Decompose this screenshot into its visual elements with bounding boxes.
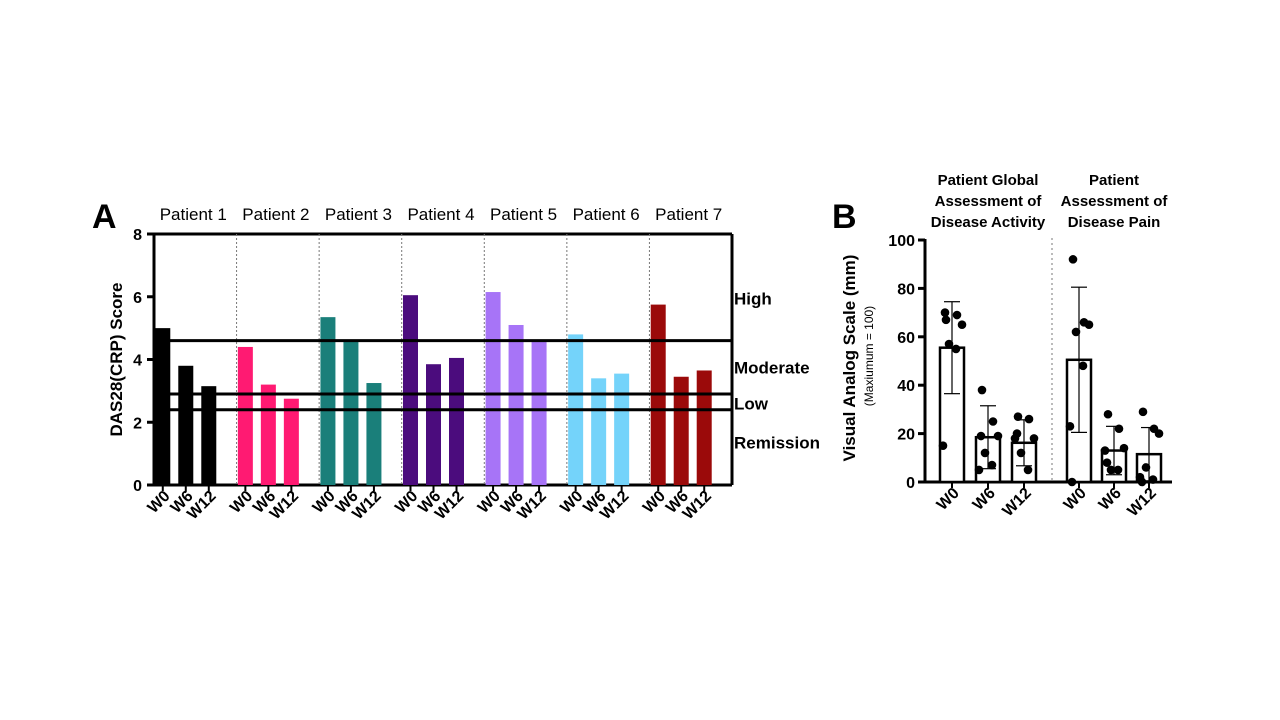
- data-point: [951, 344, 961, 354]
- y-axis-sublabel: (Maxiumum = 100): [862, 306, 876, 406]
- data-point: [1103, 409, 1113, 419]
- bar: [508, 324, 524, 485]
- data-point: [952, 310, 962, 320]
- data-point: [1068, 255, 1078, 264]
- y-tick-label: 80: [897, 281, 915, 298]
- patient-label: Patient 1: [160, 205, 227, 224]
- data-point: [1065, 422, 1075, 431]
- bar: [260, 384, 276, 485]
- data-point: [1016, 448, 1026, 458]
- data-point: [1141, 463, 1151, 472]
- bar: [614, 373, 630, 485]
- group-title-line: Assessment of: [1061, 193, 1169, 210]
- data-point: [974, 465, 984, 475]
- y-tick-label: 0: [906, 475, 915, 492]
- data-point: [1148, 475, 1158, 484]
- bar: [366, 383, 382, 485]
- y-tick-label: 20: [897, 427, 915, 444]
- data-point: [944, 339, 954, 349]
- group-title-line: Assessment of: [935, 193, 1043, 210]
- x-tick-label: W12: [1125, 485, 1160, 520]
- data-point: [1029, 434, 1039, 443]
- y-tick-label: 60: [897, 330, 915, 347]
- data-point: [976, 431, 986, 441]
- data-point: [1013, 412, 1023, 421]
- data-point: [940, 308, 950, 317]
- bar: [237, 346, 253, 485]
- data-point: [1114, 424, 1124, 434]
- x-tick-label: W12: [1000, 485, 1035, 520]
- zone-label-low: Low: [734, 394, 769, 413]
- group-title-line: Patient: [1089, 172, 1139, 189]
- data-point: [1138, 407, 1148, 417]
- data-point: [1067, 477, 1077, 487]
- data-point: [1012, 429, 1022, 438]
- bar: [178, 365, 194, 485]
- data-point: [1137, 477, 1147, 487]
- data-point: [1023, 465, 1033, 475]
- panel-b-letter: B: [832, 198, 857, 236]
- x-tick-label: W0: [934, 485, 963, 514]
- data-point: [1078, 361, 1088, 371]
- data-point: [1154, 429, 1164, 438]
- data-point: [938, 441, 948, 451]
- y-tick-label: 6: [133, 290, 142, 307]
- group-title-line: Patient Global: [938, 172, 1039, 189]
- patient-label: Patient 2: [242, 205, 309, 224]
- data-point: [1084, 320, 1094, 330]
- data-point: [980, 448, 990, 458]
- data-point: [941, 315, 951, 325]
- y-tick-label: 100: [888, 233, 915, 250]
- data-point: [1106, 465, 1116, 475]
- vas-dot-bar-chart: 0 20 40 60 80 100 Visual Analog Scale (mm) (Max…: [840, 172, 1172, 520]
- y-axis-label: Visual Analog Scale (mm): [840, 255, 859, 462]
- bar: [531, 340, 547, 485]
- y-tick-label: 4: [133, 353, 142, 370]
- bar: [426, 364, 441, 485]
- patient-label: Patient 5: [490, 205, 557, 224]
- group-title-line: Disease Pain: [1068, 214, 1161, 231]
- data-point: [1102, 458, 1112, 467]
- y-tick-label: 40: [897, 378, 915, 395]
- patient-label: Patient 4: [407, 205, 474, 224]
- bar: [485, 292, 501, 485]
- bar: [403, 295, 418, 485]
- data-point: [1024, 414, 1034, 424]
- patient-label: Patient 7: [655, 205, 722, 224]
- data-point: [1100, 446, 1110, 455]
- x-tick-label: W0: [1061, 485, 1090, 514]
- bar: [320, 317, 336, 485]
- zone-label-remission: Remission: [734, 434, 820, 453]
- patient-label: Patient 3: [325, 205, 392, 224]
- x-tick-label: W6: [970, 485, 999, 514]
- zone-label-high: High: [734, 289, 772, 308]
- bar: [591, 378, 607, 485]
- bar: [201, 386, 217, 485]
- y-axis-label: DAS28(CRP) Score: [107, 283, 126, 437]
- group-title-line: Disease Activity: [931, 214, 1046, 231]
- bar: [283, 398, 299, 485]
- zone-label-moderate: Moderate: [734, 358, 810, 377]
- data-point: [977, 385, 987, 395]
- x-tick-label: W6: [1096, 485, 1125, 514]
- data-point: [1071, 327, 1081, 337]
- y-tick-label: 0: [133, 478, 142, 495]
- bar: [696, 370, 712, 485]
- data-point: [957, 320, 967, 330]
- bar: [155, 328, 171, 485]
- data-point: [1119, 443, 1129, 453]
- y-tick-label: 8: [133, 227, 142, 244]
- patient-label: Patient 6: [573, 205, 640, 224]
- data-point: [988, 417, 998, 426]
- panel-a-letter: A: [92, 198, 117, 236]
- data-point: [987, 460, 997, 470]
- bar: [343, 340, 359, 485]
- data-point: [1113, 465, 1123, 475]
- bar: [673, 376, 689, 485]
- y-tick-label: 2: [133, 415, 142, 432]
- bar: [449, 357, 464, 485]
- data-point: [993, 431, 1003, 441]
